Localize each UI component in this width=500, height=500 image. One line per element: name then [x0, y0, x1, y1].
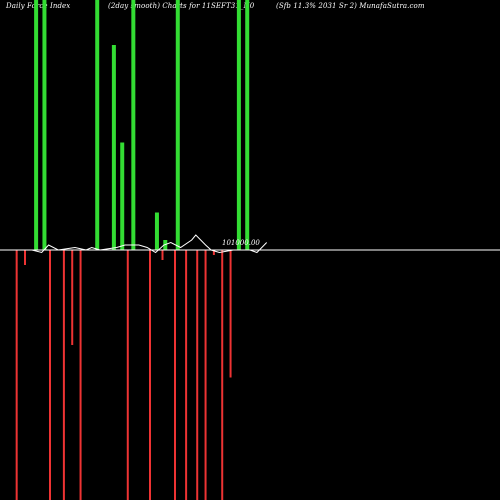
bar-up-8 — [175, 0, 180, 250]
price-label: 101000.00 — [222, 239, 260, 247]
bar-down-6 — [126, 250, 129, 500]
bar-down-3 — [62, 250, 65, 500]
bar-up-2 — [95, 0, 100, 250]
force-index-line — [0, 234, 268, 254]
bar-down-5 — [79, 250, 82, 500]
bar-down-14 — [221, 250, 224, 500]
bar-up-4 — [120, 142, 125, 250]
bar-down-13 — [212, 250, 215, 255]
bar-down-11 — [196, 250, 199, 500]
bar-down-1 — [24, 250, 26, 265]
bars-up-group — [34, 0, 250, 250]
bar-down-15 — [229, 250, 232, 378]
bar-down-10 — [185, 250, 188, 500]
bar-down-2 — [49, 250, 51, 500]
bar-up-6 — [154, 212, 159, 250]
header-right: (Sfb 11.3% 2031 Sr 2) MunafaSutra.com — [276, 2, 425, 10]
bar-up-10 — [245, 0, 250, 250]
bar-up-1 — [42, 0, 47, 250]
bar-up-0 — [34, 0, 39, 250]
bar-down-12 — [204, 250, 207, 500]
bar-up-9 — [236, 0, 241, 250]
header-middle: (2day smooth) Charts for 11SEFT31_N0 — [108, 2, 255, 10]
bar-down-9 — [174, 250, 176, 500]
bar-up-3 — [111, 45, 116, 250]
bars-down-group — [15, 250, 232, 500]
bar-down-0 — [15, 250, 18, 500]
bar-down-7 — [149, 250, 151, 500]
bar-down-8 — [161, 250, 164, 260]
bar-down-4 — [71, 250, 74, 345]
bar-up-5 — [131, 0, 136, 250]
